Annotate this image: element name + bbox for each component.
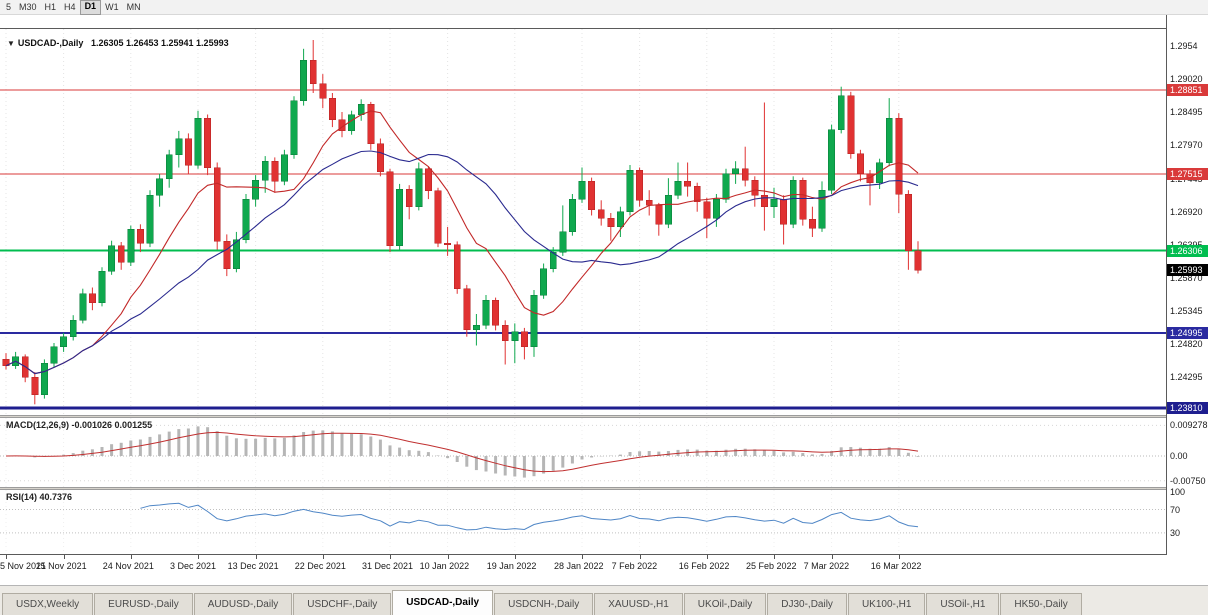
timeframe-button-d1[interactable]: D1 [79,0,102,15]
time-axis-tick [198,555,199,559]
chart-tab-audusd[interactable]: AUDUSD-,Daily [193,593,293,615]
timeframe-button-5[interactable]: 5 [6,1,12,12]
date-axis-label: 16 Feb 2022 [678,561,730,571]
price-axis-label: 1.24820 [1170,339,1203,350]
time-axis-tick [514,555,516,559]
price-axis-label: 1.25870 [1170,273,1203,283]
timeframe-button-w1[interactable]: W1 [105,1,119,12]
panel-separator-rsi[interactable] [0,487,1208,490]
time-axis[interactable]: 5 Nov 2021 15 Nov 2021 24 Nov 2021 3 Dec 20… [0,555,1166,585]
macd-indicator-label: MACD(12,26,9) -0.001026 0.001255 [6,420,153,430]
main-chart-canvas[interactable] [0,29,1166,415]
level-lines-layer [0,89,1166,410]
macd-axis-label: -0.00750 [1170,475,1206,486]
time-axis-tick [774,555,775,559]
rsi-axis-label: 30 [1170,527,1181,538]
chart-window [0,15,1208,585]
time-axis-tick [63,555,65,559]
rsi-axis-label: 70 [1170,504,1181,515]
timeframe-button-m30[interactable]: M30 [19,1,37,12]
chart-tab-uk100[interactable]: UK100-,H1 [847,593,926,615]
chart-tab-ukoil[interactable]: UKOil-,Daily [683,593,767,615]
date-axis-label: 10 Jan 2022 [419,561,470,571]
time-axis-tick [639,555,641,559]
chart-tabs-bar: USDX,Weekly EURUSD-,Daily AUDUSD-,Daily USD… [0,585,1208,615]
time-axis-tick [322,555,324,559]
price-level-tag[interactable]: 1.27515 [1167,168,1208,181]
date-axis-label: 7 Feb 2022 [611,561,658,571]
price-axis-label: 1.27970 [1170,140,1203,151]
time-axis-tick [582,555,583,559]
one-click-trading-toggle-icon[interactable]: ▼ [7,39,15,48]
chart-frame-top-border [0,28,1208,29]
date-axis-label: 13 Dec 2021 [227,561,279,571]
macd-signal-line [5,431,919,473]
rsi-panel-canvas[interactable] [0,490,1166,554]
chart-tab-usdchf[interactable]: USDCHF-,Daily [293,593,392,615]
chart-tab-usdcnh[interactable]: USDCNH-,Daily [494,593,594,615]
price-level-tag[interactable]: 1.26306 [1167,244,1208,257]
date-axis-label: 3 Dec 2021 [170,561,217,571]
date-axis-label: 5 Nov 2021 [0,561,47,571]
candles-layer [2,40,922,405]
time-axis-tick [447,555,449,559]
date-axis-label: 24 Nov 2021 [102,561,154,571]
timeframe-toolbar: 5 M30 H1 H4 D1 W1 MN [0,0,1208,15]
date-axis-label: 7 Mar 2022 [803,561,850,571]
time-axis-tick [898,555,900,559]
chart-tab-hk50[interactable]: HK50-,Daily [1000,593,1082,615]
time-axis-tick [390,555,391,559]
macd-panel-canvas[interactable] [0,418,1166,487]
price-level-tag[interactable]: 1.23810 [1167,402,1208,414]
price-axis-label: 1.26920 [1170,206,1203,217]
rsi-axis-label: 100 [1170,487,1186,497]
symbol-timeframe-label: USDCAD-,Daily [17,38,84,48]
price-axis-label: 1.25345 [1170,306,1203,317]
chart-frame-bottom-border [0,554,1208,555]
date-axis-label: 22 Dec 2021 [294,561,346,571]
date-axis-label: 16 Mar 2022 [870,561,922,571]
chart-tab-usoil[interactable]: USOil-,H1 [926,593,1000,615]
time-axis-tick [6,555,7,559]
time-axis-tick [706,555,708,559]
macd-axis-label: 0.00 [1170,451,1188,461]
ohlc-quote-line: 1.26305 1.26453 1.25941 1.25993 [90,38,229,48]
price-axis-label: 1.28495 [1170,107,1203,118]
price-level-tag[interactable]: 1.24995 [1167,327,1208,340]
chart-tab-xauusd[interactable]: XAUUSD-,H1 [594,593,683,615]
panel-separator-macd[interactable] [0,415,1208,418]
chart-title: ▼ USDCAD-,Daily 1.26305 1.26453 1.25941 1… [7,38,229,48]
chart-tab-eurusd[interactable]: EURUSD-,Daily [94,593,193,615]
time-axis-tick [255,555,257,559]
time-axis-tick [130,555,132,559]
current-price-tag: 1.25993 [1167,264,1208,277]
chart-tab-usdx[interactable]: USDX,Weekly [2,593,94,615]
timeframe-button-h4[interactable]: H4 [64,1,76,12]
macd-axis-label: 0.009278 [1170,420,1208,431]
time-axis-tick [831,555,833,559]
chart-tab-usdcad[interactable]: USDCAD-,Daily [392,590,494,615]
chart-tab-dj30[interactable]: DJ30-,Daily [767,593,847,615]
price-level-tag[interactable]: 1.28851 [1167,83,1208,96]
rsi-line [140,502,919,531]
timeframe-button-h1[interactable]: H1 [44,1,57,12]
moving-average-line-21 [5,150,919,375]
macd-histogram [14,426,920,478]
price-axis-label: 1.24295 [1170,372,1203,383]
timeframe-button-mn[interactable]: MN [126,1,141,12]
price-axis-label: 1.29020 [1170,74,1203,85]
date-axis-label: 15 Nov 2021 [35,561,87,571]
date-axis-label: 19 Jan 2022 [486,561,537,571]
date-axis-label: 31 Dec 2021 [362,561,414,571]
moving-average-line-10 [5,110,919,375]
price-axis-label: 1.2954 [1170,41,1198,51]
date-axis-label: 25 Feb 2022 [746,561,797,571]
price-axis[interactable]: 1.29541.290201.284951.279701.274451.2692… [1166,15,1208,555]
date-axis-label: 28 Jan 2022 [554,561,604,571]
rsi-indicator-label: RSI(14) 40.7376 [6,492,73,502]
